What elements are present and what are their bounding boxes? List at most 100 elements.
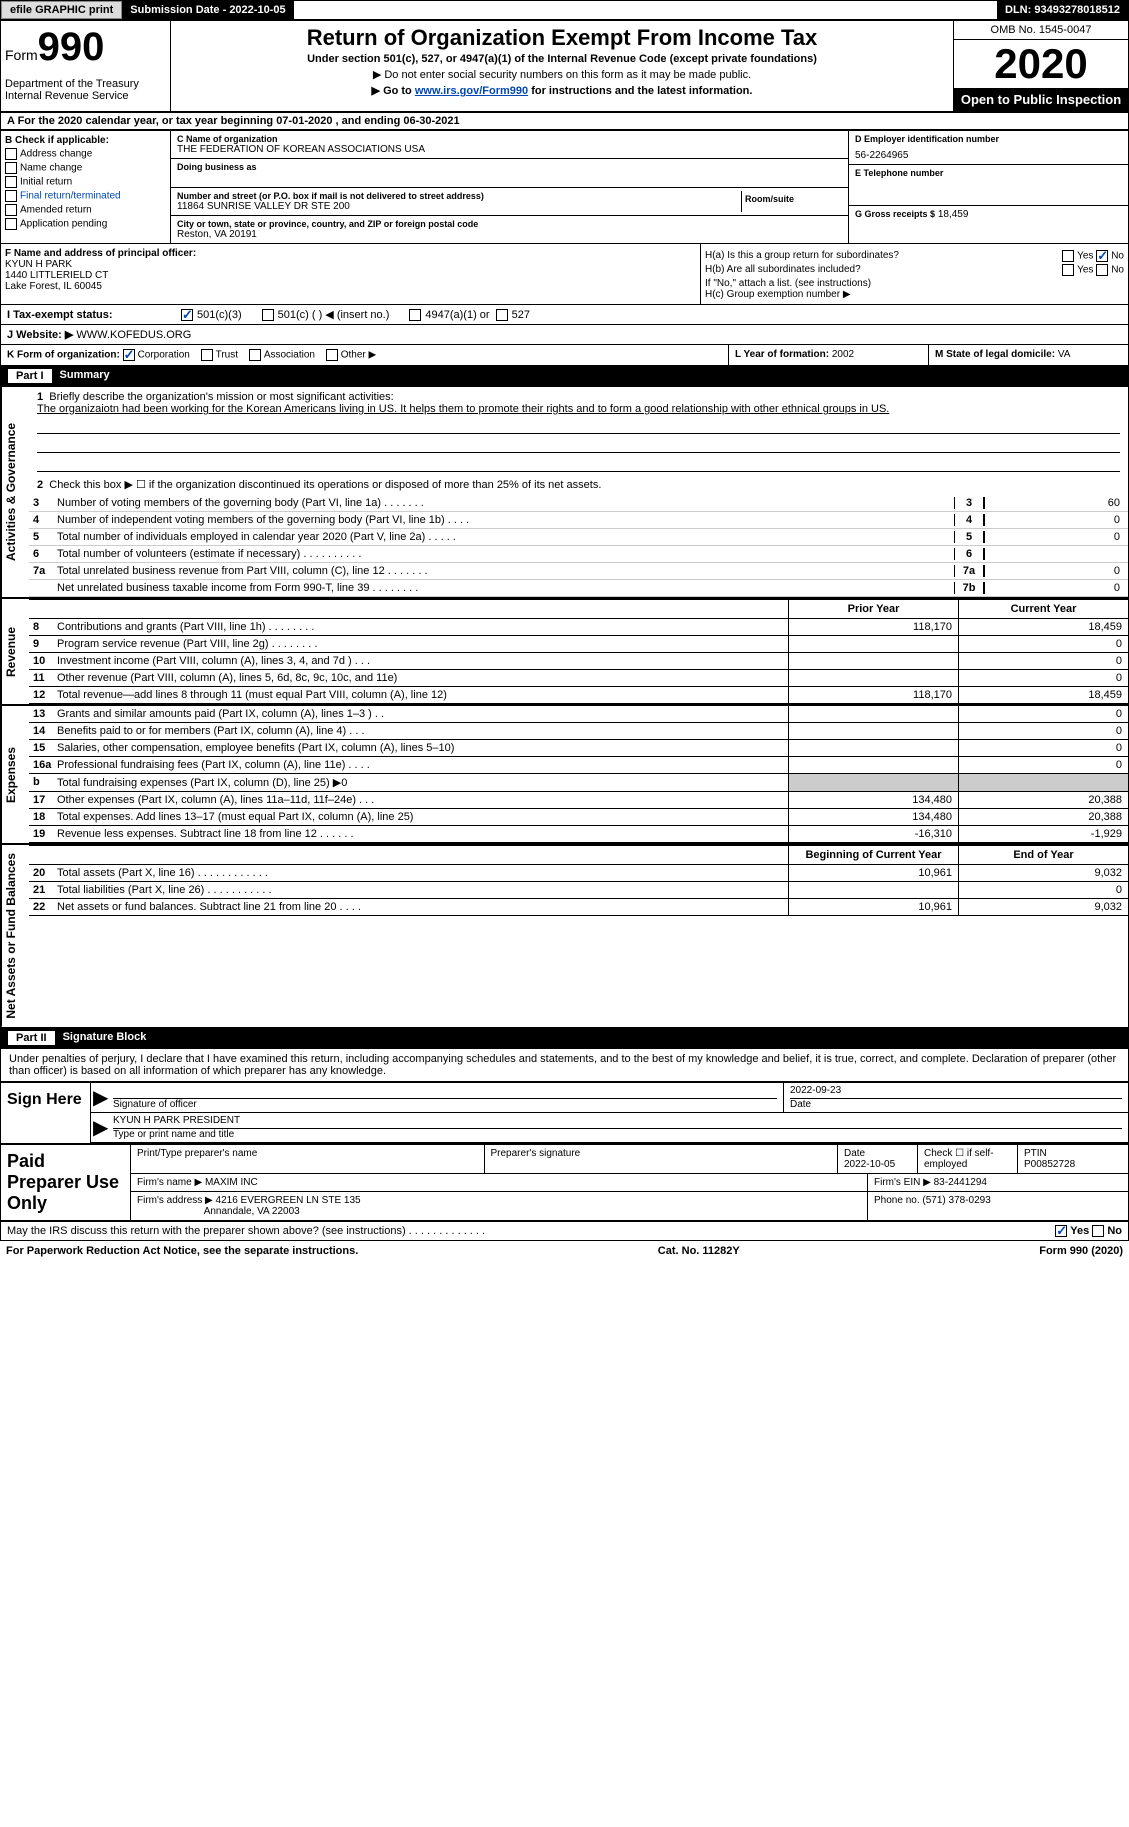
header-left: Form990 Department of the Treasury Inter… — [1, 21, 171, 111]
mission-line-3 — [37, 437, 1120, 453]
gov-line-7b: Net unrelated business taxable income fr… — [29, 580, 1128, 597]
prior-year-hdr: Prior Year — [788, 600, 958, 618]
address-cell: Number and street (or P.O. box if mail i… — [171, 188, 848, 216]
foot-right: Form 990 (2020) — [1039, 1245, 1123, 1257]
paid-preparer-label: Paid Preparer Use Only — [1, 1145, 131, 1220]
gov-line-4: 4Number of independent voting members of… — [29, 512, 1128, 529]
discuss-yes[interactable] — [1055, 1225, 1067, 1237]
revenue-section: Revenue Prior Year Current Year 8Contrib… — [0, 598, 1129, 705]
mission-line-4 — [37, 456, 1120, 472]
col-c-org-info: C Name of organization THE FEDERATION OF… — [171, 131, 848, 243]
revenue-body: Prior Year Current Year 8Contributions a… — [29, 599, 1128, 704]
cb-initial-return[interactable]: Initial return — [5, 176, 166, 188]
signature-declaration: Under penalties of perjury, I declare th… — [0, 1048, 1129, 1082]
officer-label: F Name and address of principal officer: — [5, 248, 696, 259]
gross-value: 18,459 — [938, 209, 969, 220]
sign-here-label: Sign Here — [1, 1083, 91, 1143]
dln-label: DLN: 93493278018512 — [997, 1, 1128, 19]
sig-row-1: ▶ Signature of officer 2022-09-23 Date — [91, 1083, 1128, 1113]
open-inspection: Open to Public Inspection — [954, 88, 1128, 111]
governance-section: Activities & Governance 1 Briefly descri… — [0, 386, 1129, 598]
ck-corp[interactable] — [123, 349, 135, 361]
col-h-group: H(a) Is this a group return for subordin… — [701, 244, 1128, 304]
header-title-block: Return of Organization Exempt From Incom… — [171, 21, 953, 111]
ck-501c[interactable] — [262, 309, 274, 321]
part-1-num: Part I — [8, 369, 52, 383]
vtab-expenses: Expenses — [1, 706, 29, 843]
cb-address-change[interactable]: Address change — [5, 148, 166, 160]
irs-link[interactable]: www.irs.gov/Form990 — [415, 85, 528, 97]
top-controls-bar: efile GRAPHIC print Submission Date - 20… — [0, 0, 1129, 20]
sig-arrow-icon: ▶ — [91, 1083, 107, 1112]
net-line-21: 21Total liabilities (Part X, line 26) . … — [29, 882, 1128, 899]
mission-label: Briefly describe the organization's miss… — [49, 391, 393, 403]
rev-line-10: 10Investment income (Part VIII, column (… — [29, 653, 1128, 670]
gov-line-6: 6Total number of volunteers (estimate if… — [29, 546, 1128, 563]
address-value: 11864 SUNRISE VALLEY DR STE 200 — [177, 201, 741, 212]
foot-mid: Cat. No. 11282Y — [658, 1245, 740, 1257]
efile-print-button[interactable]: efile GRAPHIC print — [1, 1, 122, 19]
cb-name-change[interactable]: Name change — [5, 162, 166, 174]
beginning-year-hdr: Beginning of Current Year — [788, 846, 958, 864]
dba-label: Doing business as — [177, 162, 842, 172]
ha-label: H(a) Is this a group return for subordin… — [705, 250, 899, 262]
ck-4947[interactable] — [409, 309, 421, 321]
row-k: K Form of organization: Corporation Trus… — [1, 345, 728, 365]
discuss-options: Yes No — [1055, 1225, 1122, 1237]
cb-amended-return[interactable]: Amended return — [5, 204, 166, 216]
tax-year: 2020 — [954, 40, 1128, 88]
part-1-header: Part I Summary — [0, 366, 1129, 386]
prep-self-emp: Check ☐ if self-employed — [918, 1145, 1018, 1173]
ck-assoc[interactable] — [249, 349, 261, 361]
row-j-left: J Website: ▶ WWW.KOFEDUS.ORG — [7, 328, 1122, 341]
tel-cell: E Telephone number — [849, 165, 1128, 206]
exp-line-14: 14Benefits paid to or for members (Part … — [29, 723, 1128, 740]
org-name-label: C Name of organization — [177, 134, 842, 144]
form-subtitle-1: Under section 501(c), 527, or 4947(a)(1)… — [175, 53, 949, 65]
prep-name-hdr: Print/Type preparer's name — [131, 1145, 485, 1173]
col-b-checkboxes: B Check if applicable: Address change Na… — [1, 131, 171, 243]
mission-line-2 — [37, 418, 1120, 434]
prep-row-3: Firm's address ▶ 4216 EVERGREEN LN STE 1… — [131, 1192, 1128, 1220]
opt-501c3: 501(c)(3) — [197, 309, 242, 321]
prep-row-1: Print/Type preparer's name Preparer's si… — [131, 1145, 1128, 1174]
ck-other[interactable] — [326, 349, 338, 361]
form-header: Form990 Department of the Treasury Inter… — [0, 20, 1129, 112]
sig-name: KYUN H PARK PRESIDENT — [113, 1115, 1122, 1129]
discuss-text: May the IRS discuss this return with the… — [7, 1225, 485, 1237]
part-2-header: Part II Signature Block — [0, 1028, 1129, 1048]
discuss-no[interactable] — [1092, 1225, 1104, 1237]
city-value: Reston, VA 20191 — [177, 229, 842, 240]
part-1-title: Summary — [60, 369, 110, 383]
revenue-header: Prior Year Current Year — [29, 599, 1128, 619]
expenses-body: 13Grants and similar amounts paid (Part … — [29, 706, 1128, 843]
sig-date-label: Date — [790, 1099, 1122, 1110]
department-label: Department of the Treasury Internal Reve… — [5, 78, 166, 102]
ck-trust[interactable] — [201, 349, 213, 361]
hb-options: Yes No — [1062, 264, 1124, 276]
header-right: OMB No. 1545-0047 2020 Open to Public In… — [953, 21, 1128, 111]
officer-name: KYUN H PARK — [5, 259, 696, 270]
ha-options: Yes No — [1062, 250, 1124, 262]
exp-line-13: 13Grants and similar amounts paid (Part … — [29, 706, 1128, 723]
org-name-cell: C Name of organization THE FEDERATION OF… — [171, 131, 848, 159]
cb-application-pending[interactable]: Application pending — [5, 218, 166, 230]
cb-final-return[interactable]: Final return/terminated — [5, 190, 166, 202]
row-i-label: I Tax-exempt status: — [7, 309, 177, 321]
net-line-20: 20Total assets (Part X, line 16) . . . .… — [29, 865, 1128, 882]
form-identifier: Form990 — [5, 25, 166, 70]
rev-line-9: 9Program service revenue (Part VIII, lin… — [29, 636, 1128, 653]
prep-sig-hdr: Preparer's signature — [485, 1145, 839, 1173]
exp-line-b: bTotal fundraising expenses (Part IX, co… — [29, 774, 1128, 792]
ein-value: 56-2264965 — [855, 150, 1122, 161]
vtab-net: Net Assets or Fund Balances — [1, 845, 29, 1027]
form-subtitle-3: ▶ Go to www.irs.gov/Form990 for instruct… — [175, 84, 949, 97]
room-label: Room/suite — [745, 194, 839, 204]
ck-527[interactable] — [496, 309, 508, 321]
mission-block: 1 Briefly describe the organization's mi… — [29, 387, 1128, 495]
ck-501c3[interactable] — [181, 309, 193, 321]
ein-cell: D Employer identification number 56-2264… — [849, 131, 1128, 165]
gross-cell: G Gross receipts $ 18,459 — [849, 206, 1128, 223]
form-word: Form — [5, 47, 38, 63]
exp-line-16a: 16aProfessional fundraising fees (Part I… — [29, 757, 1128, 774]
